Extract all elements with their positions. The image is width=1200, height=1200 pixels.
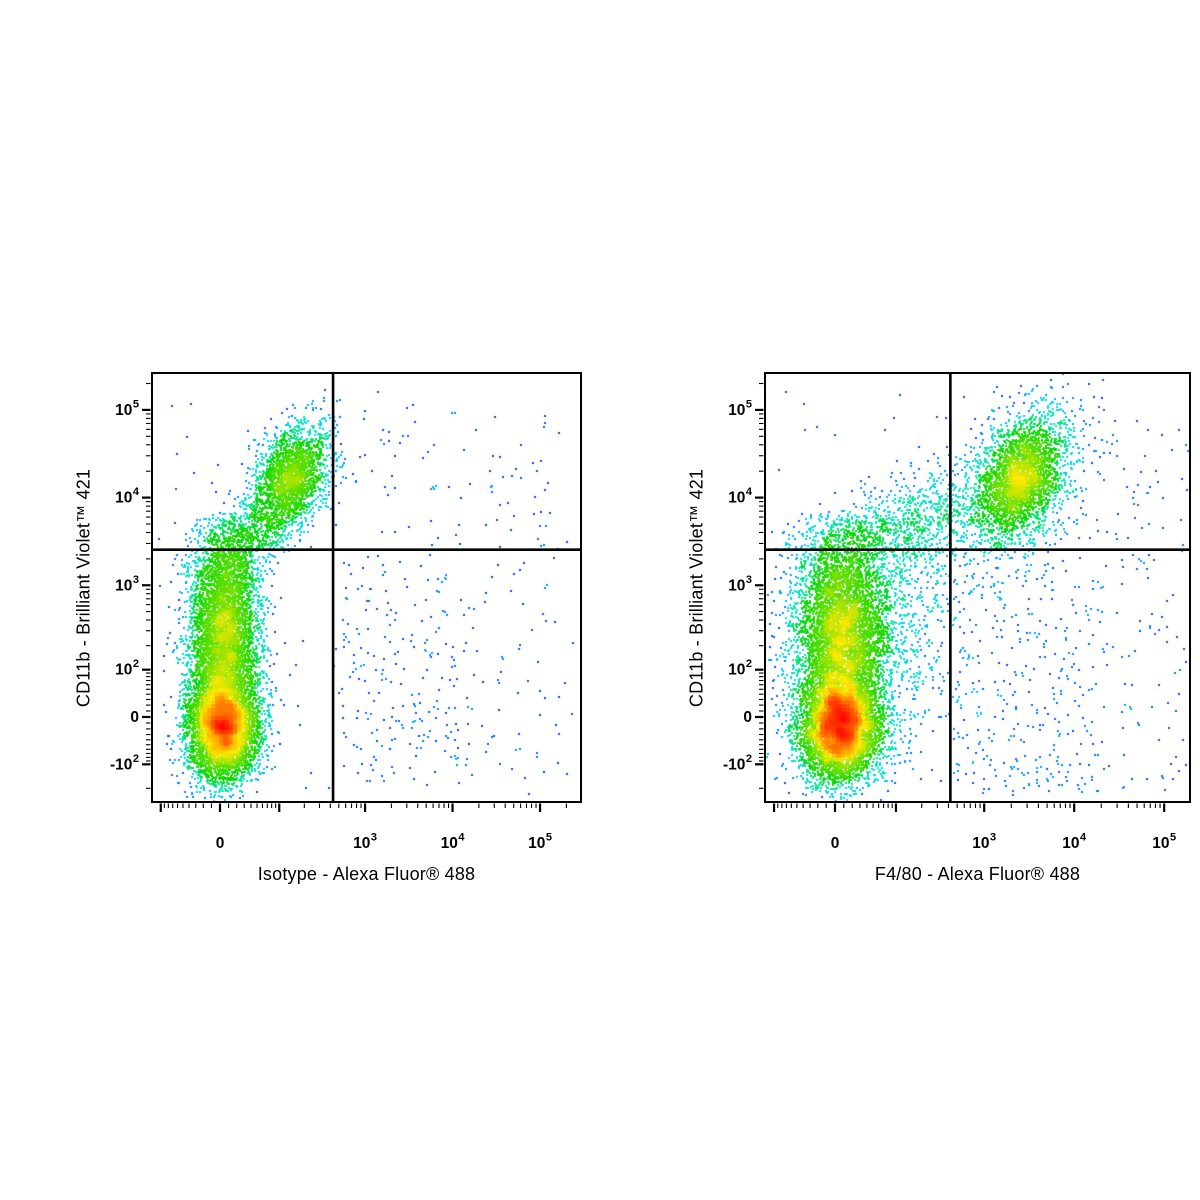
y-axis-label: CD11b - Brilliant Violet™ 421 (73, 468, 94, 707)
svg-text:103: 103 (353, 832, 377, 853)
svg-text:0: 0 (130, 709, 139, 726)
x-axis-label: Isotype - Alexa Fluor® 488 (257, 864, 476, 884)
flow-plot-isotype-vs-cd11b: 0 103 104 105 105 104 103 102 0 -102 Isotype - Al… (74, 372, 582, 884)
svg-text:103: 103 (115, 574, 139, 595)
plot-axes: 0 103 104 105 105 104 103 102 0 -102 (723, 372, 1191, 853)
svg-text:105: 105 (1152, 832, 1176, 853)
svg-text:105: 105 (528, 832, 552, 853)
svg-text:102: 102 (728, 658, 752, 679)
svg-text:105: 105 (728, 398, 752, 419)
x-axis-label: F4/80 - Alexa Fluor® 488 (874, 864, 1081, 884)
svg-text:104: 104 (441, 832, 466, 853)
svg-text:105: 105 (115, 398, 139, 419)
density-scatter-canvas (152, 373, 581, 802)
density-scatter-canvas (765, 373, 1190, 802)
svg-text:0: 0 (831, 835, 840, 852)
svg-text:103: 103 (728, 574, 752, 595)
plot-axes: 0 103 104 105 105 104 103 102 0 -102 (110, 372, 582, 853)
svg-text:0: 0 (216, 835, 225, 852)
svg-text:102: 102 (115, 658, 139, 679)
svg-text:0: 0 (743, 709, 752, 726)
svg-text:104: 104 (728, 486, 753, 507)
flow-plot-f480-vs-cd11b: 0 103 104 105 105 104 103 102 0 -102 F4/80 - Alex… (687, 372, 1191, 884)
svg-text:-102: -102 (723, 753, 752, 774)
svg-text:103: 103 (972, 832, 996, 853)
svg-text:104: 104 (1062, 832, 1087, 853)
y-axis-label: CD11b - Brilliant Violet™ 421 (686, 468, 707, 707)
svg-text:104: 104 (115, 486, 140, 507)
svg-text:-102: -102 (110, 753, 139, 774)
